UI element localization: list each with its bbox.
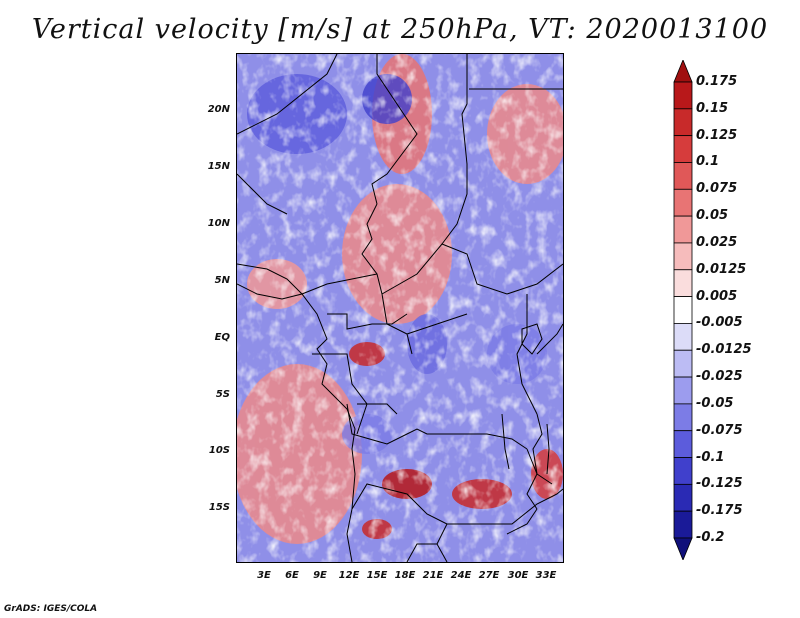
colorbar-box bbox=[673, 188, 693, 217]
x-label-27e: 27E bbox=[478, 570, 500, 581]
x-label-24e: 24E bbox=[450, 570, 472, 581]
colorbar-box bbox=[673, 323, 693, 351]
colorbar-label: 0.005 bbox=[696, 288, 738, 304]
colorbar-top-arrow bbox=[673, 60, 693, 83]
colorbar-label: -0.005 bbox=[696, 315, 743, 331]
coastline bbox=[237, 283, 356, 510]
x-label-15e: 15E bbox=[366, 570, 388, 581]
colorbar-label: -0.0125 bbox=[696, 342, 752, 358]
colorbar-box bbox=[673, 376, 693, 405]
country-borders bbox=[237, 54, 563, 562]
x-label-21e: 21E bbox=[422, 570, 444, 581]
y-label-15s: 15S bbox=[208, 502, 230, 513]
colorbar-box bbox=[673, 215, 693, 244]
colorbar bbox=[673, 60, 693, 560]
colorbar-label: -0.175 bbox=[696, 503, 743, 519]
x-label-3e: 3E bbox=[257, 570, 271, 581]
colorbar-label: 0.0125 bbox=[696, 261, 747, 277]
x-label-33e: 33E bbox=[535, 570, 557, 581]
colorbar-label: 0.15 bbox=[696, 100, 729, 116]
y-label-10n: 10N bbox=[207, 218, 230, 229]
colorbar-box bbox=[673, 403, 693, 432]
x-label-12e: 12E bbox=[338, 570, 360, 581]
colorbar-label: -0.125 bbox=[696, 476, 743, 492]
lakes bbox=[501, 323, 550, 475]
x-label-6e: 6E bbox=[285, 570, 299, 581]
y-label-eq: EQ bbox=[214, 332, 230, 343]
colorbar-box bbox=[673, 269, 693, 297]
colorbar-box bbox=[673, 349, 693, 378]
colorbar-box bbox=[673, 510, 693, 539]
x-label-9e: 9E bbox=[313, 570, 327, 581]
x-label-30e: 30E bbox=[507, 570, 529, 581]
y-label-10s: 10S bbox=[208, 445, 230, 456]
chart-title: Vertical velocity [m/s] at 250hPa, VT: 2… bbox=[31, 14, 769, 45]
colorbar-label: 0.1 bbox=[696, 154, 720, 170]
y-label-20n: 20N bbox=[207, 104, 230, 115]
colorbar-label: -0.075 bbox=[696, 422, 743, 438]
y-label-5n: 5N bbox=[214, 275, 230, 286]
colorbar-label: 0.025 bbox=[696, 234, 738, 250]
colorbar-label: -0.05 bbox=[696, 395, 734, 411]
colorbar-box bbox=[673, 457, 693, 485]
velocity-field bbox=[237, 54, 563, 562]
velocity-map bbox=[236, 53, 564, 563]
x-label-18e: 18E bbox=[394, 570, 416, 581]
colorbar-label: 0.05 bbox=[696, 208, 729, 224]
y-label-15n: 15N bbox=[207, 161, 230, 172]
colorbar-label: 0.175 bbox=[696, 74, 738, 89]
colorbar-box bbox=[673, 483, 693, 512]
colorbar-box bbox=[673, 135, 693, 163]
colorbar-label: -0.1 bbox=[696, 449, 725, 465]
colorbar-box bbox=[673, 81, 693, 110]
colorbar-label: -0.2 bbox=[696, 530, 725, 545]
colorbar-bottom-arrow bbox=[673, 537, 693, 560]
colorbar-box bbox=[673, 430, 693, 458]
y-label-5s: 5S bbox=[215, 389, 230, 400]
colorbar-box bbox=[673, 296, 693, 324]
credit-text: GrADS: IGES/COLA bbox=[4, 604, 98, 614]
colorbar-label: 0.075 bbox=[696, 181, 738, 197]
colorbar-label: -0.025 bbox=[696, 369, 743, 385]
colorbar-label: 0.125 bbox=[696, 127, 738, 143]
colorbar-box bbox=[673, 108, 693, 137]
colorbar-box bbox=[673, 242, 693, 271]
colorbar-box bbox=[673, 162, 693, 190]
